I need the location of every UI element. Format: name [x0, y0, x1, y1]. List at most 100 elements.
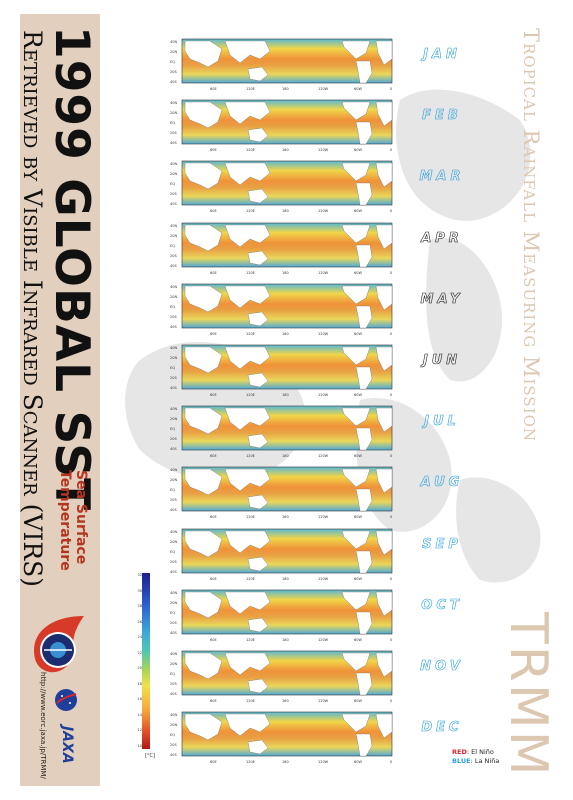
- map-x-tick: 0: [390, 87, 392, 91]
- map-x-tick: 60E: [210, 638, 217, 642]
- sst-map-panel: 40N 20N EQ 20S 40S 60E 120E 180 120W 60W 0: [170, 710, 398, 766]
- map-y-tick: 20N: [170, 478, 177, 482]
- svg-text:JAXA: JAXA: [59, 723, 75, 764]
- map-y-tick: 20N: [170, 417, 177, 421]
- map-x-tick: 180: [282, 209, 289, 213]
- map-x-tick: 0: [390, 638, 392, 642]
- map-x-tick: 120E: [246, 393, 255, 397]
- mission-acronym: TRMM: [498, 612, 558, 778]
- map-x-tick: 60W: [354, 332, 362, 336]
- map-y-tick: 20N: [170, 540, 177, 544]
- map-x-tick: 120E: [246, 454, 255, 458]
- month-label-sep: SEP: [422, 536, 462, 552]
- map-y-tick: 40N: [170, 162, 177, 166]
- map-x-tick: 180: [282, 699, 289, 703]
- map-x-tick: 180: [282, 271, 289, 275]
- map-x-tick: 0: [390, 760, 392, 764]
- map-x-tick: 0: [390, 209, 392, 213]
- map-x-tick: 120E: [246, 699, 255, 703]
- legend-la-nina: BLUE: La Niña: [452, 757, 499, 765]
- map-y-tick: 20S: [170, 743, 177, 747]
- map-x-tick: 60W: [354, 393, 362, 397]
- map-y-tick: EQ: [170, 427, 175, 431]
- map-x-tick: 120W: [318, 577, 329, 581]
- map-x-tick: 0: [390, 454, 392, 458]
- month-label-mar: MAR: [419, 169, 465, 185]
- website-url[interactable]: http://www.eorc.jaxa.jp/TRMM/: [39, 672, 47, 779]
- map-y-tick: 20S: [170, 192, 177, 196]
- legend-blue-key: BLUE: [452, 757, 471, 765]
- map-x-tick: 180: [282, 577, 289, 581]
- map-x-tick: 60E: [210, 148, 217, 152]
- map-x-tick: 0: [390, 515, 392, 519]
- map-y-tick: 20S: [170, 315, 177, 319]
- map-y-tick: EQ: [170, 305, 175, 309]
- map-x-tick: 120W: [318, 515, 329, 519]
- month-label-apr: APR: [421, 230, 463, 246]
- colorbar-tick: 10: [137, 743, 142, 748]
- map-x-tick: 60E: [210, 209, 217, 213]
- map-y-tick: EQ: [170, 550, 175, 554]
- map-y-tick: 40N: [170, 652, 177, 656]
- map-y-tick: 40S: [170, 325, 177, 329]
- map-y-tick: 40N: [170, 407, 177, 411]
- map-x-tick: 180: [282, 638, 289, 642]
- map-x-tick: 120W: [318, 148, 329, 152]
- month-label-nov: NOV: [420, 659, 464, 675]
- sst-map-panel: 40N 20N EQ 20S 40S 60E 120E 180 120W 60W 0: [170, 221, 398, 277]
- map-y-tick: 20S: [170, 560, 177, 564]
- map-x-tick: 60E: [210, 515, 217, 519]
- map-y-tick: 20S: [170, 131, 177, 135]
- month-label-feb: FEB: [422, 108, 462, 124]
- month-label-jul: JUL: [424, 414, 460, 430]
- map-y-tick: EQ: [170, 366, 175, 370]
- map-x-tick: 180: [282, 393, 289, 397]
- map-y-tick: 20S: [170, 437, 177, 441]
- map-y-tick: 20N: [170, 295, 177, 299]
- map-x-tick: 60E: [210, 332, 217, 336]
- map-y-tick: 20S: [170, 70, 177, 74]
- map-x-tick: 120E: [246, 332, 255, 336]
- map-x-tick: 0: [390, 148, 392, 152]
- map-y-tick: 40S: [170, 80, 177, 84]
- map-x-tick: 0: [390, 332, 392, 336]
- map-x-tick: 120W: [318, 332, 329, 336]
- map-y-tick: 40S: [170, 753, 177, 757]
- map-y-tick: 20S: [170, 682, 177, 686]
- map-x-tick: 120E: [246, 515, 255, 519]
- map-x-tick: 120E: [246, 577, 255, 581]
- map-x-tick: 180: [282, 87, 289, 91]
- map-x-tick: 0: [390, 393, 392, 397]
- map-y-tick: 40S: [170, 202, 177, 206]
- month-label-jun: JUN: [422, 353, 462, 369]
- map-x-tick: 120W: [318, 87, 329, 91]
- map-x-tick: 0: [390, 577, 392, 581]
- sst-map-panel: 40N 20N EQ 20S 40S 60E 120E 180 120W 60W 0: [170, 343, 398, 399]
- map-x-tick: 60W: [354, 87, 362, 91]
- map-y-tick: 40N: [170, 713, 177, 717]
- map-x-tick: 60E: [210, 87, 217, 91]
- colorbar-tick: 30: [137, 588, 142, 593]
- colorbar-tick: 18: [137, 681, 142, 686]
- colorbar-tick: 12: [137, 728, 142, 732]
- map-x-tick: 120E: [246, 87, 255, 91]
- map-y-tick: 40N: [170, 591, 177, 595]
- map-y-tick: 40N: [170, 101, 177, 105]
- sst-map-panel: 40N 20N EQ 20S 40S 60E 120E 180 120W 60W 0: [170, 282, 398, 338]
- map-y-tick: 20N: [170, 662, 177, 666]
- map-x-tick: 60E: [210, 760, 217, 764]
- map-y-tick: 20N: [170, 234, 177, 238]
- colorbar-tick: 16: [137, 697, 142, 701]
- map-y-tick: EQ: [170, 611, 175, 615]
- map-x-tick: 120E: [246, 271, 255, 275]
- map-x-tick: 120E: [246, 148, 255, 152]
- legend-blue-text: : La Niña: [470, 757, 500, 765]
- map-x-tick: 120W: [318, 454, 329, 458]
- legend-el-nino: RED: El Niño: [452, 748, 494, 756]
- map-y-tick: 40S: [170, 508, 177, 512]
- map-y-tick: 40N: [170, 346, 177, 350]
- map-x-tick: 60W: [354, 148, 362, 152]
- colorbar-tick: 24: [137, 635, 142, 639]
- map-x-tick: 60W: [354, 209, 362, 213]
- map-y-tick: 40S: [170, 141, 177, 145]
